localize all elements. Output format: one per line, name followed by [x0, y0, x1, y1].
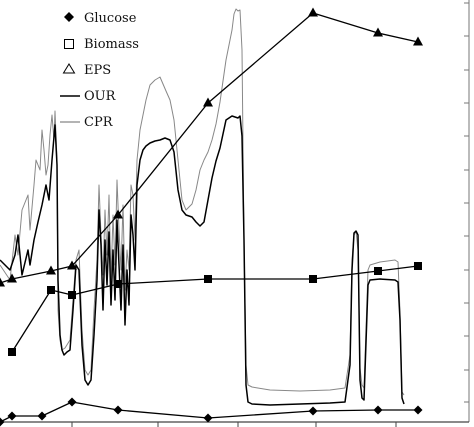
eps-point-5 — [203, 97, 213, 107]
legend-item-glucose: Glucose — [64, 11, 137, 26]
eps-point-4 — [113, 209, 123, 219]
biomass-point-5 — [309, 275, 317, 283]
eps-point-2 — [46, 265, 56, 275]
legend-label-glucose: Glucose — [84, 11, 137, 26]
eps-point-0 — [0, 277, 5, 287]
biomass-point-3 — [114, 280, 122, 288]
legend-item-eps: EPS — [62, 63, 111, 78]
legend-item-our: OUR — [60, 89, 117, 104]
legend-eps-triangle-marker — [62, 63, 76, 74]
legend-label-cpr: CPR — [84, 115, 114, 130]
bottom-axis-ticks — [71, 422, 397, 427]
eps-point-3 — [67, 260, 77, 270]
glucose-point-3 — [67, 397, 77, 407]
biomass-point-7 — [414, 262, 422, 270]
glucose-point-4 — [113, 405, 123, 415]
series-lines — [0, 8, 419, 423]
glucose-point-7 — [373, 405, 383, 415]
our-series-line — [0, 115, 405, 406]
glucose-point-2 — [37, 411, 47, 421]
eps-point-6 — [308, 7, 318, 17]
legend: Glucose Biomass EPS OUR CPR — [60, 11, 139, 130]
biomass-point-1 — [47, 286, 55, 294]
legend-label-biomass: Biomass — [84, 37, 139, 52]
eps-point-7 — [373, 27, 383, 37]
eps-point-8 — [413, 36, 423, 46]
glucose-point-8 — [413, 405, 423, 415]
biomass-point-6 — [374, 267, 382, 275]
biomass-point-4 — [204, 275, 212, 283]
glucose-point-5 — [203, 413, 213, 423]
series-markers — [0, 7, 423, 427]
legend-label-eps: EPS — [84, 63, 111, 78]
legend-item-cpr: CPR — [60, 115, 114, 130]
legend-glucose-diamond-marker — [64, 12, 74, 22]
legend-biomass-square-marker — [64, 39, 74, 49]
right-axis-ticks — [464, 2, 469, 403]
legend-item-biomass: Biomass — [64, 37, 139, 52]
eps-point-1 — [7, 273, 17, 283]
glucose-point-0 — [0, 417, 5, 427]
glucose-point-1 — [7, 411, 17, 421]
glucose-point-6 — [308, 406, 318, 416]
legend-label-our: OUR — [84, 89, 117, 104]
biomass-point-2 — [68, 291, 76, 299]
biomass-point-0 — [8, 348, 16, 356]
